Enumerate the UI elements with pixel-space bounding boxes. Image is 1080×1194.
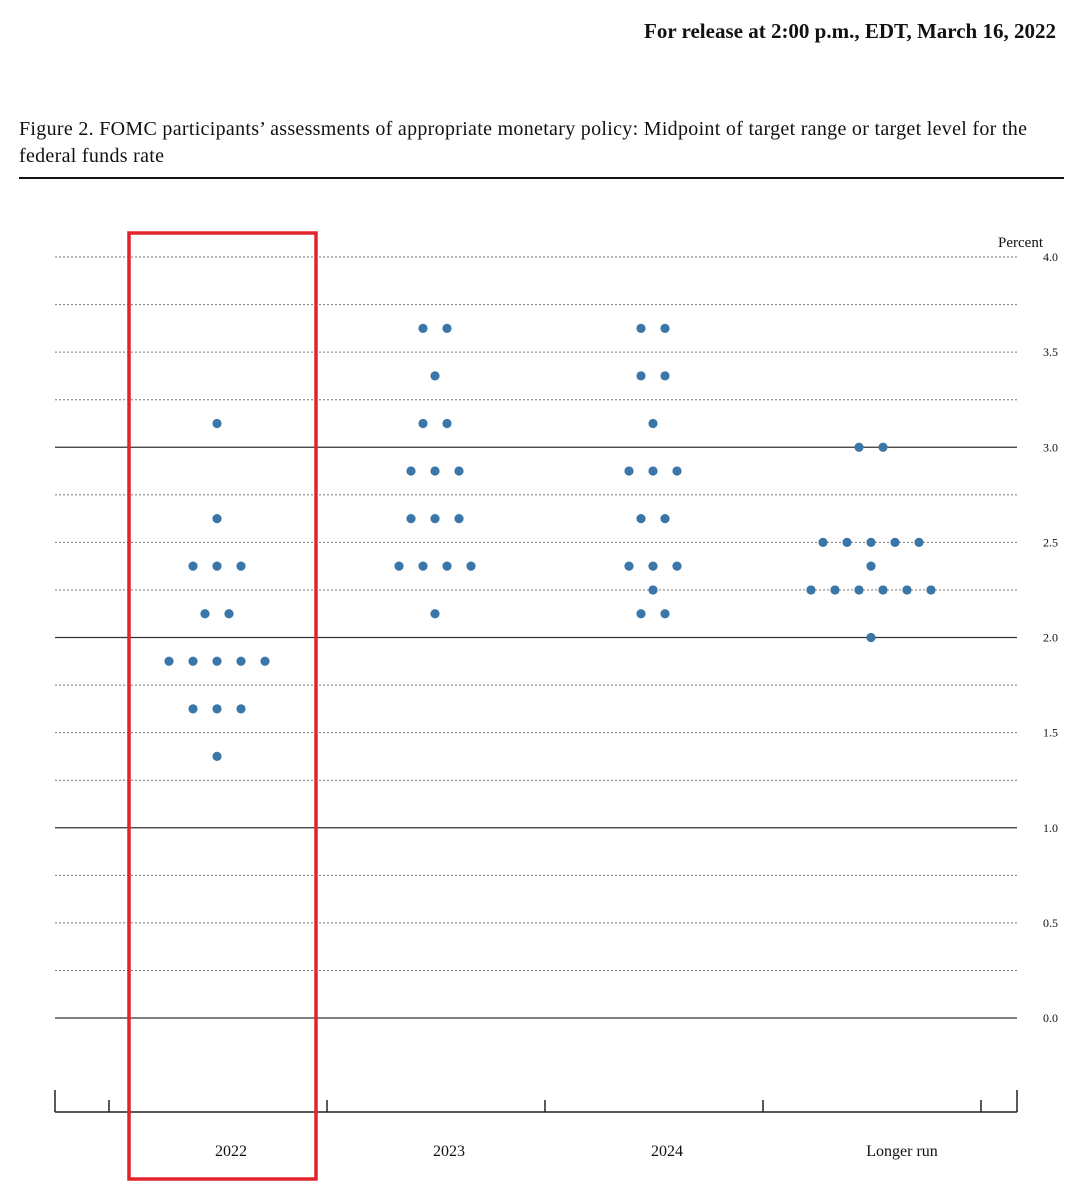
y-tick-label: 0.0 [1043, 1011, 1058, 1025]
highlight-box [127, 231, 318, 1181]
dot [624, 561, 634, 571]
y-tick-label: 0.5 [1043, 916, 1058, 930]
dot [660, 323, 670, 333]
dot [660, 609, 670, 619]
dot [454, 466, 464, 476]
dot [212, 561, 222, 571]
dot [890, 537, 900, 547]
dot [430, 513, 440, 524]
y-tick-label: 4.0 [1043, 250, 1058, 264]
y-tick-label: 3.0 [1043, 440, 1058, 454]
y-tick-label: 1.0 [1043, 821, 1058, 835]
dot [672, 466, 682, 476]
dot [854, 442, 864, 452]
x-tick-label: 2024 [651, 1143, 683, 1160]
dot [648, 466, 658, 476]
dot [430, 609, 440, 619]
y-axis-label: Percent [998, 235, 1044, 251]
dot [648, 418, 658, 429]
x-axis-ticks [54, 1090, 1018, 1112]
dot [866, 537, 876, 547]
dot [806, 585, 816, 595]
dot [212, 704, 222, 714]
x-tick-label: 2022 [215, 1143, 247, 1160]
dot [624, 466, 634, 476]
dot [648, 585, 658, 595]
dot [200, 609, 210, 619]
dot [660, 371, 670, 381]
dot [830, 585, 840, 595]
y-tick-label: 1.5 [1043, 726, 1058, 740]
dot [672, 561, 682, 571]
dot [914, 537, 924, 547]
y-tick-label: 3.5 [1043, 345, 1058, 359]
dot [212, 656, 222, 666]
dot [842, 537, 852, 547]
dot [878, 585, 888, 595]
dot [442, 561, 452, 571]
dot [394, 561, 404, 571]
dot [660, 513, 670, 524]
release-note: For release at 2:00 p.m., EDT, March 16,… [644, 19, 1056, 43]
dot [164, 656, 174, 666]
dot [188, 704, 198, 714]
dot [212, 418, 222, 429]
dot [212, 513, 222, 524]
dot [418, 323, 428, 333]
chart-title: Figure 2. FOMC participants’ assessments… [19, 118, 1028, 167]
dot [236, 561, 246, 571]
dot [454, 513, 464, 524]
dot [236, 704, 246, 714]
y-tick-label: 2.0 [1043, 631, 1058, 645]
x-tick-label: 2023 [433, 1143, 465, 1160]
dot [418, 418, 428, 429]
dot [926, 585, 936, 595]
plot: 0.0 0.5 1.0 1.5 2.0 2.5 3.0 3.5 4.0 2022 2023 2024 L… [55, 250, 1058, 1160]
caption-box: Figure 2. FOMC participants’ assessments… [19, 118, 1028, 167]
dot [430, 466, 440, 476]
dot [260, 656, 270, 666]
dot [866, 632, 876, 643]
dot [188, 656, 198, 666]
dot [224, 609, 234, 619]
dot [636, 609, 646, 619]
dot [418, 561, 428, 571]
dot [818, 537, 828, 547]
dot [878, 442, 888, 452]
dot [406, 513, 416, 524]
dot [854, 585, 864, 595]
dot [430, 371, 440, 381]
dot [188, 561, 198, 571]
dot [636, 371, 646, 381]
dot [902, 585, 912, 595]
dot [406, 466, 416, 476]
y-tick-label: 2.5 [1043, 535, 1058, 549]
dot [442, 323, 452, 333]
dot [442, 418, 452, 429]
dot [648, 561, 658, 571]
dot [636, 323, 646, 333]
dot [636, 513, 646, 524]
dot [212, 751, 222, 762]
dot [866, 561, 876, 571]
dot [466, 561, 476, 571]
dot [236, 656, 246, 666]
x-tick-label: Longer run [866, 1143, 938, 1160]
